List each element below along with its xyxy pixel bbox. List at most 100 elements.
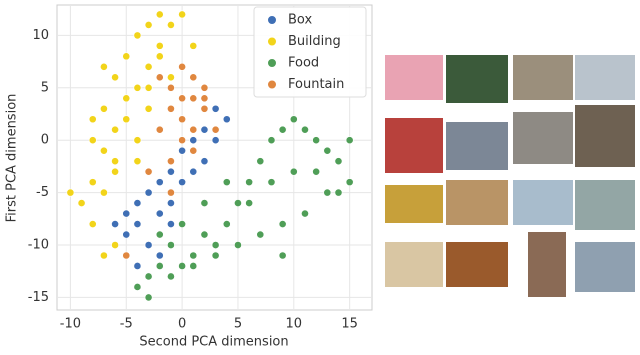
point (211, 104, 220, 113)
point (211, 241, 220, 249)
point (200, 230, 209, 239)
point (245, 199, 254, 207)
point (312, 167, 321, 176)
point (167, 21, 175, 29)
x-tick-label: 15 (341, 317, 358, 332)
point (222, 220, 231, 228)
point (200, 199, 209, 207)
point (122, 209, 131, 218)
point (178, 115, 187, 124)
point (211, 125, 220, 134)
thumbnails (385, 55, 635, 297)
point (155, 251, 164, 260)
y-tick-label: 5 (41, 80, 49, 95)
point (133, 220, 142, 228)
point (144, 83, 153, 92)
thumbnail (513, 55, 573, 100)
point (144, 293, 153, 302)
x-tick-label: 0 (178, 317, 186, 332)
x-tick-label: -5 (120, 317, 133, 332)
x-tick-label: -10 (60, 317, 81, 332)
point (133, 31, 142, 40)
x-axis-label: Second PCA dimension (139, 335, 288, 350)
point (189, 41, 198, 50)
point (88, 136, 97, 145)
point (100, 251, 108, 260)
point (178, 178, 187, 187)
y-axis-label: First PCA dimension (5, 94, 20, 223)
legend-marker (267, 15, 277, 25)
point (345, 136, 354, 145)
point (334, 188, 343, 197)
point (267, 178, 276, 187)
point (122, 52, 131, 61)
plot: -10 -5 0 5 10 15 -15 -10 -5 0 5 10 Box Building Food Fo… (28, 5, 372, 332)
point (155, 209, 164, 218)
point (178, 220, 187, 228)
point (278, 251, 287, 260)
thumbnail (528, 232, 566, 297)
point (256, 157, 265, 166)
y-tick-label: -5 (36, 185, 49, 200)
point (167, 188, 175, 197)
point (256, 230, 265, 239)
point (122, 115, 131, 124)
thumbnail (385, 55, 443, 100)
point (200, 104, 209, 113)
point (245, 178, 254, 187)
point (167, 104, 175, 113)
point (189, 251, 198, 260)
point (100, 104, 108, 113)
legend-box (253, 6, 367, 98)
point (323, 188, 332, 197)
x-tick-label: 10 (286, 317, 303, 332)
point (88, 115, 97, 124)
point (278, 125, 287, 134)
point (267, 136, 276, 145)
point (189, 73, 198, 82)
legend-label: Building (288, 34, 341, 49)
point (133, 157, 142, 166)
point (144, 272, 153, 281)
point (178, 10, 187, 19)
point (200, 125, 209, 134)
point (133, 283, 142, 291)
point (189, 94, 198, 103)
y-tick-label: -15 (28, 290, 49, 305)
point (133, 199, 142, 207)
point (167, 272, 175, 281)
point (278, 220, 287, 228)
point (66, 188, 75, 197)
point (155, 73, 164, 82)
thumbnail (446, 122, 508, 170)
point (234, 199, 242, 207)
thumbnail (575, 105, 635, 167)
point (211, 251, 220, 260)
legend-label: Box (288, 13, 312, 28)
point (100, 62, 108, 71)
point (200, 83, 209, 92)
point (88, 178, 97, 187)
y-tick-label: 10 (32, 28, 49, 43)
point (77, 199, 86, 207)
point (189, 146, 198, 155)
legend-marker (267, 58, 277, 68)
point (133, 83, 142, 92)
thumbnail (385, 118, 443, 173)
point (234, 241, 242, 249)
point (122, 94, 131, 103)
point (167, 199, 175, 207)
point (88, 220, 97, 228)
point (189, 262, 198, 270)
point (100, 188, 108, 197)
point (312, 136, 321, 145)
legend-label: Food (288, 56, 319, 71)
point (144, 104, 153, 113)
point (144, 188, 153, 197)
thumbnail (513, 112, 573, 164)
point (178, 262, 187, 270)
point (301, 125, 309, 134)
legend-marker (267, 36, 277, 47)
point (155, 41, 164, 50)
